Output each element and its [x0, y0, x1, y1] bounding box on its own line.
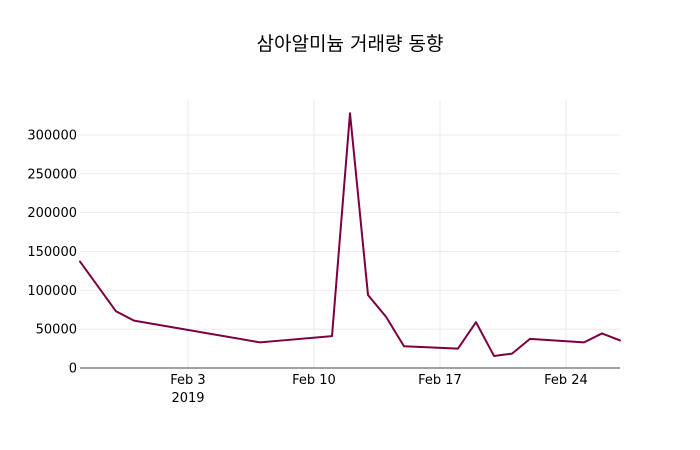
x-tick-label: Feb 3 [170, 373, 205, 388]
y-tick-label: 300000 [27, 128, 77, 143]
y-tick-label: 50000 [36, 323, 77, 338]
y-tick-label: 0 [69, 362, 77, 377]
series-layer [79, 112, 621, 357]
x-tick-label: Feb 10 [292, 373, 336, 388]
x-tick-label: Feb 24 [544, 373, 588, 388]
y-tick-label: 250000 [27, 167, 77, 182]
y-tick-label: 150000 [27, 245, 77, 260]
y-tick-label: 100000 [27, 284, 77, 299]
series-line [79, 112, 621, 357]
axis-layer: 0 50000 100000 150000 200000 250000 300000 Feb … [27, 128, 620, 406]
y-tick-label: 200000 [27, 206, 77, 221]
x-tick-sublabel: 2019 [171, 391, 204, 406]
x-tick-label: Feb 17 [418, 373, 462, 388]
grid-layer [80, 100, 620, 368]
chart-title: 삼아알미늄 거래량 동향 [257, 33, 444, 55]
